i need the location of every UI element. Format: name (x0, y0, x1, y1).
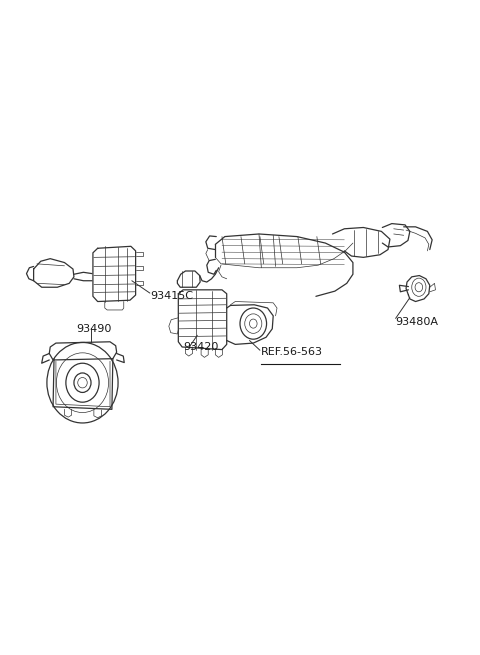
Text: 93490: 93490 (76, 324, 112, 334)
Text: 93415C: 93415C (150, 291, 193, 301)
Text: 93420: 93420 (183, 342, 218, 352)
Text: REF.56-563: REF.56-563 (261, 347, 324, 357)
Text: 93480A: 93480A (396, 317, 439, 328)
